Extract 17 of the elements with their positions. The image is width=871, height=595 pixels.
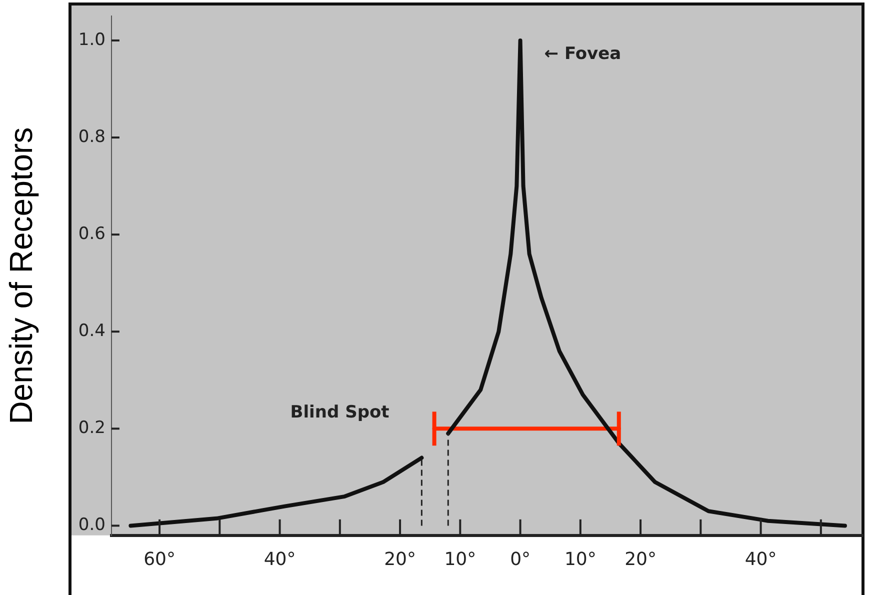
x-tick-label: 10°	[444, 548, 476, 570]
annotation: ← Fovea	[544, 44, 622, 64]
x-tick-label: 20°	[384, 548, 416, 570]
y-axis-title: Density of Receptors	[3, 127, 40, 424]
y-tick-label: 0.6	[78, 224, 106, 244]
x-tick-label: 0°	[510, 548, 531, 570]
y-tick-label: 0.4	[78, 321, 106, 342]
y-tick-label: 0.0	[78, 515, 106, 536]
x-tick-label: 60°	[144, 548, 176, 570]
y-tick-label: 1.0	[78, 30, 106, 50]
y-tick-label: 0.2	[78, 418, 106, 438]
x-tick-label: 20°	[624, 548, 656, 570]
annotation: Blind Spot	[290, 402, 390, 423]
y-tick-label: 0.8	[78, 126, 106, 147]
x-tick-label: 40°	[744, 548, 777, 570]
x-tick-label: 10°	[564, 548, 596, 570]
x-tick-label: 40°	[264, 548, 296, 570]
